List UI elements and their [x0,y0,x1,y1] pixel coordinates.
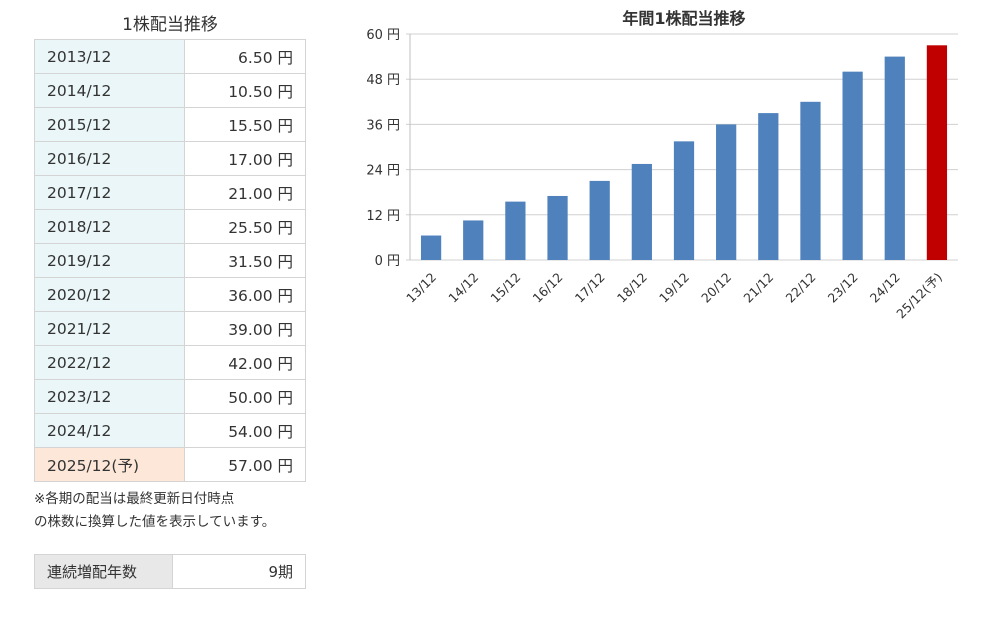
y-tick-label: 60 円 [366,28,400,43]
row-amount: 42.00 円 [184,345,306,380]
table-row: 2025/12(予) 57.00 円 [34,447,306,482]
row-amount: 6.50 円 [184,39,306,74]
x-tick-label: 25/12(予) [893,270,945,322]
row-amount: 31.50 円 [184,243,306,278]
table-row: 2017/12 21.00 円 [34,175,306,210]
x-tick-label: 15/12 [487,270,523,306]
table-row: 2018/12 25.50 円 [34,209,306,244]
row-amount: 25.50 円 [184,209,306,244]
streak-value: 9期 [172,554,306,589]
x-tick-label: 17/12 [572,270,608,306]
row-period: 2015/12 [34,107,185,142]
x-tick-label: 22/12 [782,270,818,306]
y-tick-label: 0 円 [375,254,400,269]
bar [800,101,821,260]
bar [631,163,652,260]
row-amount: 15.50 円 [184,107,306,142]
bar [716,124,737,261]
table-row: 2020/12 36.00 円 [34,277,306,312]
row-period: 2018/12 [34,209,185,244]
row-amount: 21.00 円 [184,175,306,210]
x-tick-label: 16/12 [530,270,566,306]
x-tick-label: 24/12 [867,270,903,306]
bar [463,220,484,260]
row-period: 2014/12 [34,73,185,108]
row-period: 2021/12 [34,311,185,346]
row-amount: 36.00 円 [184,277,306,312]
row-period: 2023/12 [34,379,185,414]
y-tick-label: 24 円 [366,164,400,179]
table-row: 2022/12 42.00 円 [34,345,306,380]
bar [884,56,905,260]
note-line: の株数に換算した値を表示しています。 [34,514,276,530]
bar [842,71,863,261]
table-row: 2019/12 31.50 円 [34,243,306,278]
y-tick-label: 48 円 [366,73,400,88]
row-amount: 39.00 円 [184,311,306,346]
bar [589,180,610,260]
x-tick-label: 14/12 [445,270,481,306]
row-amount: 57.00 円 [184,447,306,482]
bar [758,113,779,260]
dividend-note: ※各期の配当は最終更新日付時点 の株数に換算した値を表示しています。 [34,488,306,534]
x-tick-label: 19/12 [656,270,692,306]
row-period: 2019/12 [34,243,185,278]
table-row: 2014/12 10.50 円 [34,73,306,108]
row-period: 2022/12 [34,345,185,380]
chart-title: 年間1株配当推移 [622,9,745,28]
bar [547,195,568,260]
streak-table: 連続増配年数 9期 [34,554,306,589]
bar [505,201,526,260]
x-tick-label: 23/12 [825,270,861,306]
row-period: 2017/12 [34,175,185,210]
bar [926,45,948,260]
dividend-table: 2013/12 6.50 円 2014/12 10.50 円 2015/12 15.50 … [34,39,306,482]
table-row: 2013/12 6.50 円 [34,39,306,74]
y-tick-label: 36 円 [366,118,400,133]
table-row: 2024/12 54.00 円 [34,413,306,448]
row-period: 2013/12 [34,39,185,74]
table-title: 1株配当推移 [122,15,218,35]
bar [673,141,695,260]
dividend-bar-chart: 年間1株配当推移 0 円 12 円 24 円 36 円 48 円 60 円 13/12 14/1… [366,9,958,322]
y-tick-label: 12 円 [366,209,400,224]
row-amount: 54.00 円 [184,413,306,448]
dividend-panel: 1株配当推移 2013/12 6.50 円 2014/12 10.50 円 2015/1… [34,12,306,589]
table-row: 2021/12 39.00 円 [34,311,306,346]
table-row: 2016/12 17.00 円 [34,141,306,176]
x-tick-label: 21/12 [740,270,776,306]
row-amount: 10.50 円 [184,73,306,108]
row-amount: 50.00 円 [184,379,306,414]
x-tick-label: 20/12 [698,270,734,306]
note-line: ※各期の配当は最終更新日付時点 [34,491,235,507]
streak-label: 連続増配年数 [34,554,173,589]
bar [420,235,442,260]
table-row: 2023/12 50.00 円 [34,379,306,414]
row-amount: 17.00 円 [184,141,306,176]
table-row: 2015/12 15.50 円 [34,107,306,142]
row-period: 2020/12 [34,277,185,312]
row-period: 2025/12(予) [34,447,185,482]
row-period: 2024/12 [34,413,185,448]
x-tick-label: 13/12 [403,270,439,306]
row-period: 2016/12 [34,141,185,176]
x-tick-label: 18/12 [614,270,650,306]
